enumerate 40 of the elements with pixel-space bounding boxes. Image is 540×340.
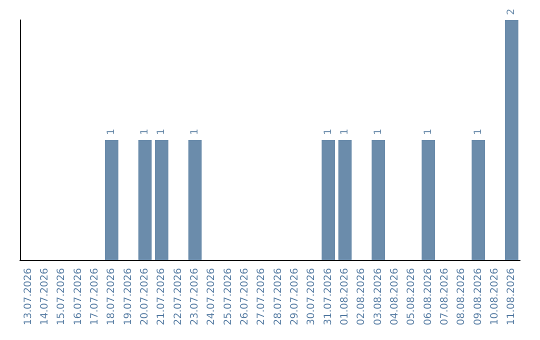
x-tick-label: 31.07.2026 xyxy=(322,268,334,326)
x-tick-label: 26.07.2026 xyxy=(240,268,250,326)
x-tick-label: 13.07.2026 xyxy=(22,268,34,326)
x-tick-label: 24.07.2026 xyxy=(206,268,218,326)
x-tick-label: 16.07.2026 xyxy=(72,268,84,326)
data-label: 1 xyxy=(106,128,118,135)
data-label: 1 xyxy=(140,128,150,135)
x-tick-label: 03.08.2026 xyxy=(372,268,384,326)
data-label: 1 xyxy=(156,128,168,135)
x-tick-label: 21.07.2026 xyxy=(156,268,168,326)
data-label: 2 xyxy=(506,8,518,15)
x-tick-label: 15.07.2026 xyxy=(56,268,68,326)
x-tick-label: 10.08.2026 xyxy=(490,268,500,326)
x-tick-label: 28.07.2026 xyxy=(272,268,284,326)
x-tick-label: 01.08.2026 xyxy=(340,268,350,326)
x-tick-label: 02.08.2026 xyxy=(356,268,368,326)
x-tick-label: 19.07.2026 xyxy=(122,268,134,326)
x-tick-label: 05.08.2026 xyxy=(406,268,418,326)
x-tick-label: 25.07.2026 xyxy=(222,268,234,326)
x-tick-label: 18.07.2026 xyxy=(106,268,118,326)
x-tick-label: 07.08.2026 xyxy=(440,268,450,326)
data-label: 1 xyxy=(190,128,200,135)
data-label: 1 xyxy=(472,128,484,135)
x-tick-label: 06.08.2026 xyxy=(422,268,434,326)
x-tick-label: 17.07.2026 xyxy=(90,268,100,326)
x-tick-label: 08.08.2026 xyxy=(456,268,468,326)
x-tick-label: 14.07.2026 xyxy=(40,268,50,326)
x-tick-label: 30.07.2026 xyxy=(306,268,318,326)
x-tick-label: 04.08.2026 xyxy=(390,268,400,326)
x-tick-label: 22.07.2026 xyxy=(172,268,184,326)
data-label: 1 xyxy=(340,128,350,135)
x-tick-label: 20.07.2026 xyxy=(140,268,150,326)
x-tick-label: 11.08.2026 xyxy=(506,268,518,326)
x-tick-label: 23.07.2026 xyxy=(190,268,200,326)
x-tick-label: 09.08.2026 xyxy=(472,268,484,326)
x-tick-label: 29.07.2026 xyxy=(290,268,300,326)
data-label: 1 xyxy=(322,128,334,135)
x-tick-label: 27.07.2026 xyxy=(256,268,268,326)
data-label: 1 xyxy=(372,128,384,135)
data-label: 1 xyxy=(422,128,434,135)
